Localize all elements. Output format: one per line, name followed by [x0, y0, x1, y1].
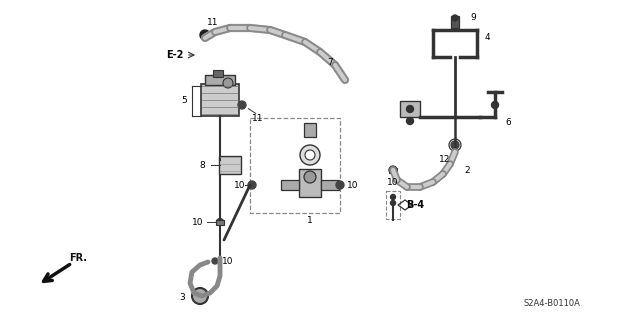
Text: 1: 1 [307, 215, 313, 225]
Circle shape [390, 195, 396, 199]
Circle shape [200, 30, 210, 40]
Circle shape [248, 181, 256, 189]
Circle shape [212, 258, 218, 264]
Circle shape [305, 150, 315, 160]
Text: 10: 10 [348, 180, 359, 189]
Text: 7: 7 [327, 58, 333, 67]
Text: 8: 8 [199, 161, 205, 170]
Text: 10: 10 [222, 257, 234, 266]
Text: 10: 10 [387, 178, 399, 187]
Text: 10: 10 [192, 218, 204, 227]
Bar [389, 167, 397, 172]
Circle shape [216, 219, 223, 226]
Bar [386, 191, 400, 219]
Circle shape [336, 181, 344, 189]
Text: 12: 12 [439, 155, 451, 164]
Text: 6: 6 [505, 117, 511, 126]
Circle shape [192, 288, 208, 304]
Circle shape [390, 201, 396, 205]
Bar [250, 117, 340, 212]
Circle shape [389, 166, 397, 174]
Text: 3: 3 [179, 293, 185, 302]
Circle shape [451, 141, 459, 149]
Text: S2A4-B0110A: S2A4-B0110A [523, 299, 580, 308]
Bar [219, 156, 241, 174]
Text: FR.: FR. [69, 253, 87, 263]
Bar [201, 84, 239, 116]
Text: 5: 5 [181, 95, 187, 105]
Circle shape [406, 117, 413, 124]
Text: 2: 2 [464, 165, 470, 174]
Text: 11: 11 [207, 18, 219, 27]
Text: 11: 11 [252, 114, 264, 123]
Text: 9: 9 [470, 12, 476, 21]
Bar [451, 16, 459, 28]
Circle shape [223, 78, 233, 88]
Bar [216, 220, 224, 225]
Circle shape [452, 15, 458, 21]
Text: 4: 4 [484, 33, 490, 42]
Bar [304, 123, 316, 137]
Circle shape [492, 101, 499, 108]
Bar [213, 69, 223, 76]
Text: 10: 10 [234, 180, 246, 189]
Circle shape [406, 106, 413, 113]
Bar [205, 75, 235, 85]
Text: E-2: E-2 [166, 50, 184, 60]
Circle shape [304, 171, 316, 183]
Bar [299, 169, 321, 197]
Bar [281, 180, 299, 190]
Text: B-4: B-4 [406, 200, 424, 210]
Circle shape [300, 145, 320, 165]
Bar [321, 180, 339, 190]
Circle shape [238, 101, 246, 109]
Bar [400, 101, 420, 117]
